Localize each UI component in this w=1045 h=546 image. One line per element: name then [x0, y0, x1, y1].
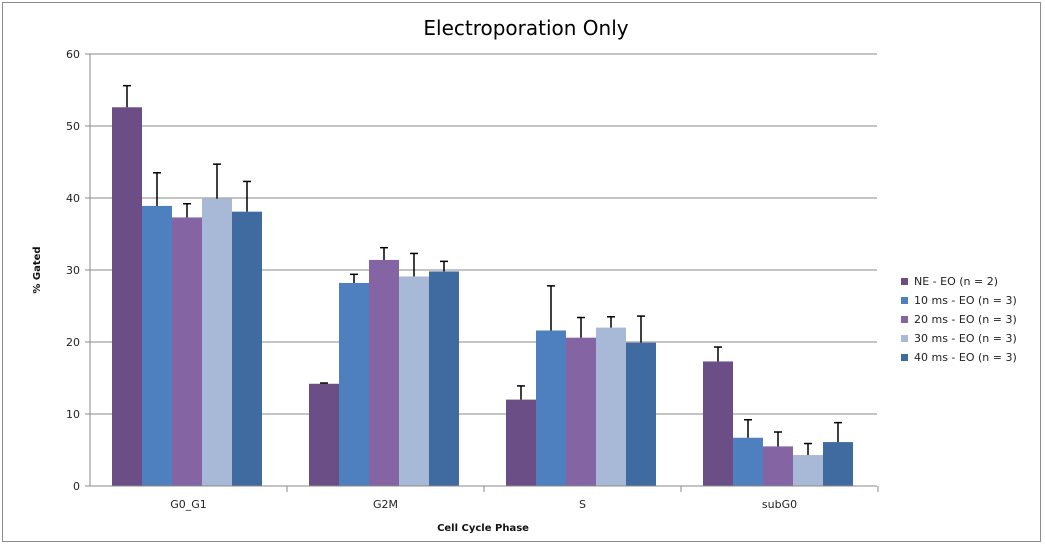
bar — [202, 198, 232, 486]
bar — [232, 211, 262, 486]
y-tick-label: 60 — [66, 48, 80, 61]
bar — [793, 455, 823, 486]
bar — [596, 327, 626, 486]
x-tick-label: G2M — [373, 498, 398, 511]
y-tick-label: 40 — [66, 192, 80, 205]
bar — [142, 205, 172, 487]
legend-label: 10 ms - EO (n = 3) — [914, 294, 1017, 307]
y-tick-label: 50 — [66, 120, 80, 133]
bars — [112, 84, 853, 487]
x-tick-label: S — [579, 498, 586, 511]
bar — [536, 330, 566, 486]
y-axis-title: % Gated — [32, 246, 43, 293]
legend-swatch — [901, 335, 908, 342]
bar — [172, 217, 202, 486]
legend-label: 40 ms - EO (n = 3) — [914, 351, 1017, 364]
bar — [369, 259, 399, 486]
x-tick-label: G0_G1 — [170, 498, 207, 511]
bar — [309, 383, 339, 486]
y-tick-label: 20 — [66, 336, 80, 349]
bar — [823, 442, 853, 486]
legend-swatch — [901, 278, 908, 285]
y-tick-label: 0 — [73, 480, 80, 493]
bar — [733, 437, 763, 486]
y-tick-label: 30 — [66, 264, 80, 277]
legend-swatch — [901, 316, 908, 323]
legend-label: NE - EO (n = 2) — [914, 275, 998, 288]
bar — [429, 271, 459, 486]
legend: NE - EO (n = 2) 10 ms - EO (n = 3) 20 ms -… — [901, 275, 1017, 364]
x-axis-title: Cell Cycle Phase — [437, 523, 529, 534]
bar — [566, 337, 596, 486]
bar — [626, 342, 656, 486]
bar — [112, 107, 142, 486]
legend-swatch — [901, 354, 908, 361]
bar — [399, 276, 429, 486]
bar — [339, 282, 369, 486]
legend-label: 20 ms - EO (n = 3) — [914, 313, 1017, 326]
bar — [703, 361, 733, 486]
legend-swatch — [901, 297, 908, 304]
x-tick-label: subG0 — [762, 498, 797, 511]
chart-title: Electroporation Only — [423, 16, 628, 40]
bar — [763, 446, 793, 486]
legend-label: 30 ms - EO (n = 3) — [914, 332, 1017, 345]
bar — [506, 399, 536, 486]
y-tick-label: 10 — [66, 408, 80, 421]
